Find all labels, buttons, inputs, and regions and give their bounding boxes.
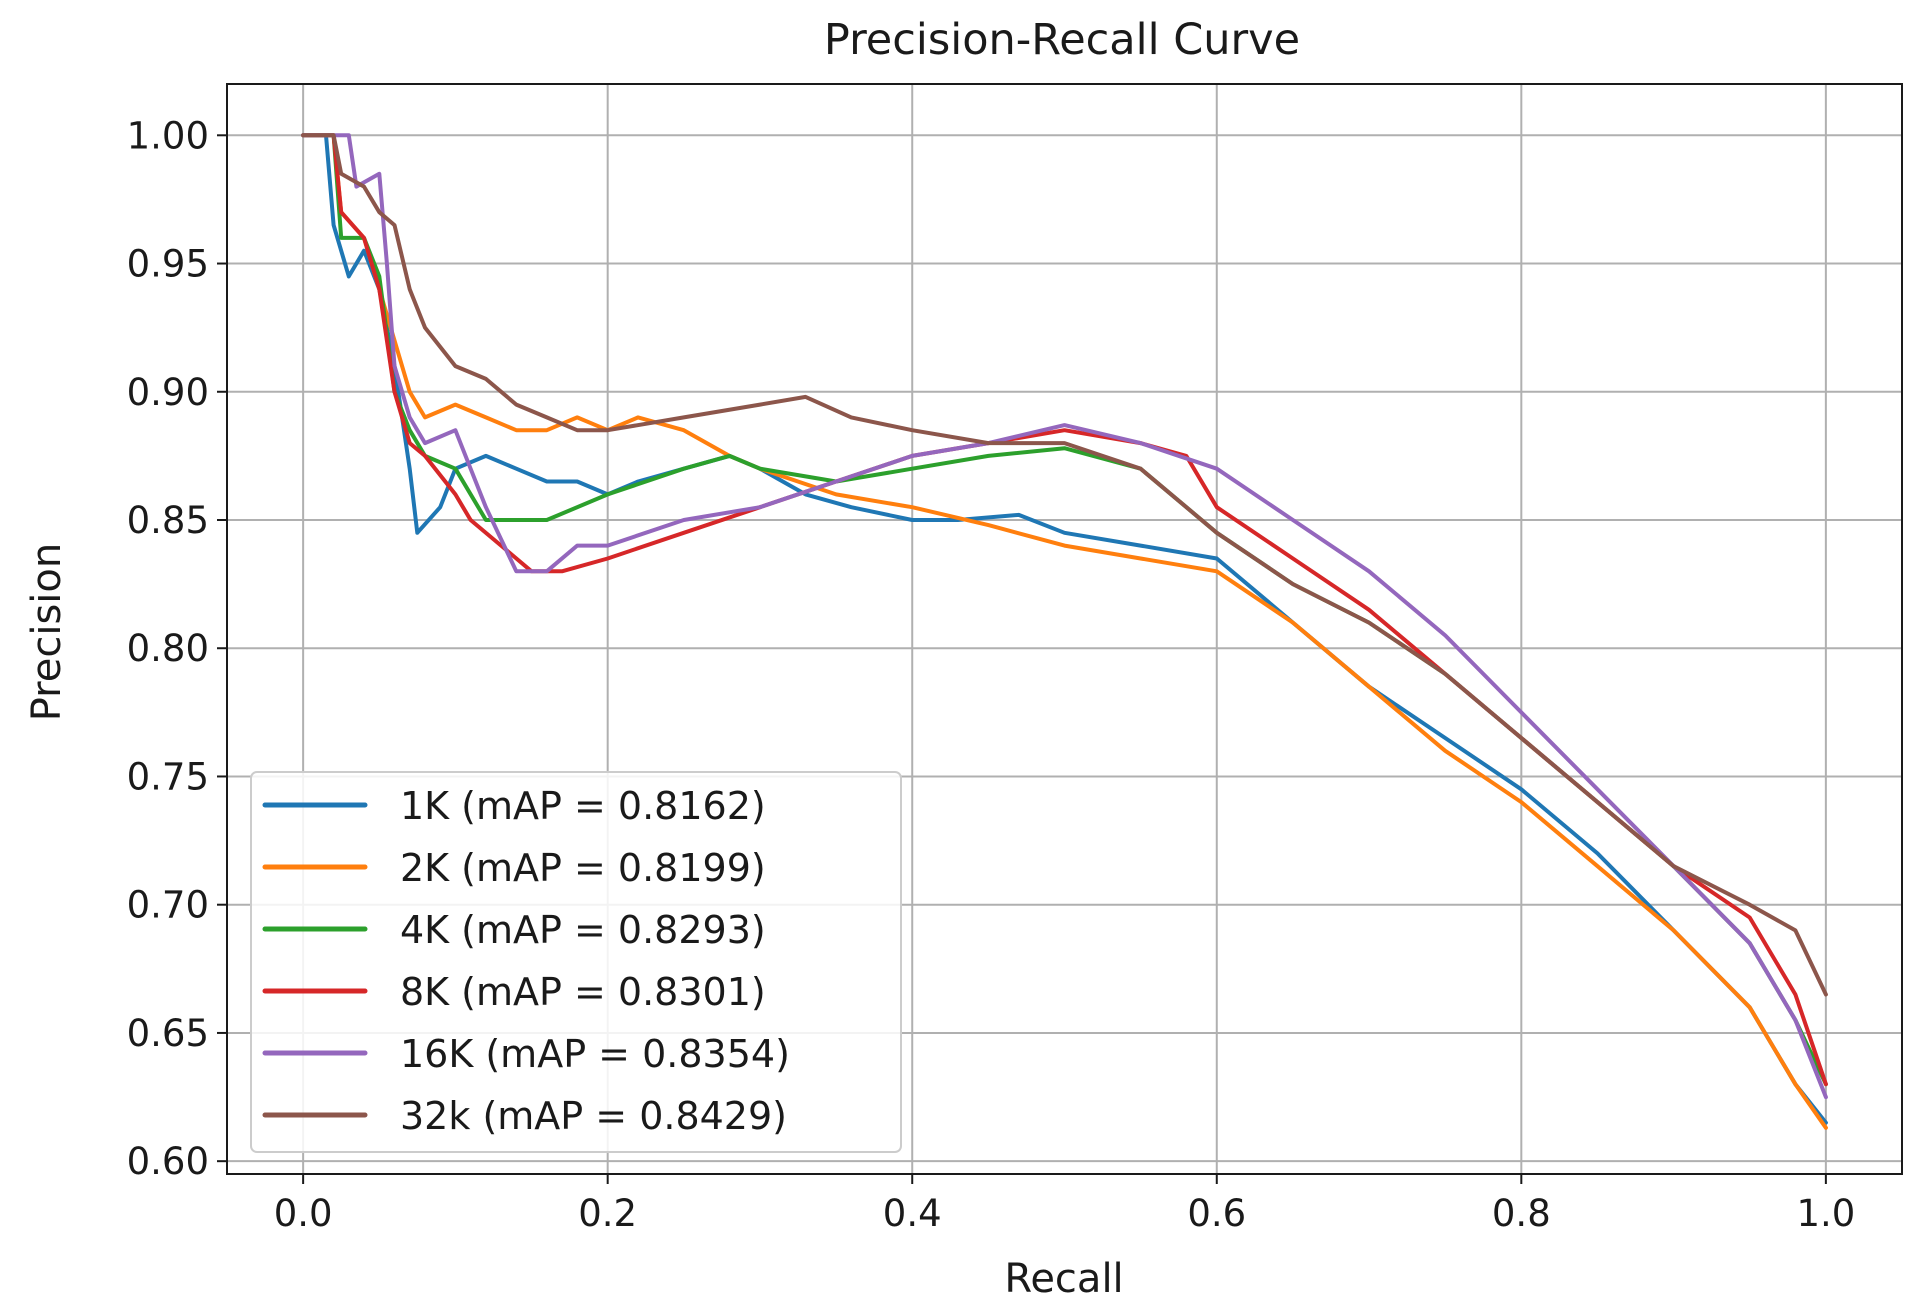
- chart-title: Precision-Recall Curve: [824, 15, 1300, 65]
- x-tick-label: 0.2: [578, 1192, 637, 1235]
- tick-layer: 0.0 0.2 0.4 0.6 0.8 1.0 0.60 0.65 0.70 0.75 0.80 0.…: [127, 114, 1856, 1235]
- x-tick-label: 1.0: [1796, 1192, 1855, 1235]
- x-tick-label: 0.8: [1492, 1192, 1551, 1235]
- x-axis-label: Recall: [1004, 1256, 1123, 1302]
- series-line-16k: [301, 133, 1828, 1100]
- legend-label-32k: 32k (mAP = 0.8429): [400, 1094, 787, 1138]
- legend: 1K (mAP = 0.8162) 2K (mAP = 0.8199) 4K (mA…: [250, 771, 902, 1153]
- y-tick-label: 0.80: [127, 627, 209, 670]
- legend-label-1k: 1K (mAP = 0.8162): [400, 784, 766, 828]
- y-tick-label: 0.90: [127, 371, 209, 414]
- x-tick-label: 0.6: [1187, 1192, 1246, 1235]
- legend-label-2k: 2K (mAP = 0.8199): [400, 846, 766, 890]
- series-line-32k: [301, 133, 1828, 997]
- legend-label-4k: 4K (mAP = 0.8293): [400, 908, 766, 952]
- series-layer: [301, 133, 1828, 1130]
- y-tick-label: 0.65: [127, 1012, 209, 1055]
- legend-label-16k: 16K (mAP = 0.8354): [400, 1032, 790, 1076]
- y-tick-label: 0.95: [127, 243, 209, 286]
- x-tick-label: 0.0: [274, 1192, 333, 1235]
- y-tick-label: 0.75: [127, 755, 209, 798]
- legend-box: [250, 771, 902, 1153]
- x-tick-label: 0.4: [883, 1192, 942, 1235]
- y-axis-label: Precision: [24, 543, 70, 721]
- legend-label-8k: 8K (mAP = 0.8301): [400, 970, 766, 1014]
- plot-frame: [226, 83, 1903, 1175]
- y-tick-label: 0.70: [127, 884, 209, 927]
- y-tick-label: 0.85: [127, 499, 209, 542]
- y-tick-label: 0.60: [127, 1140, 209, 1183]
- y-tick-label: 1.00: [127, 114, 209, 157]
